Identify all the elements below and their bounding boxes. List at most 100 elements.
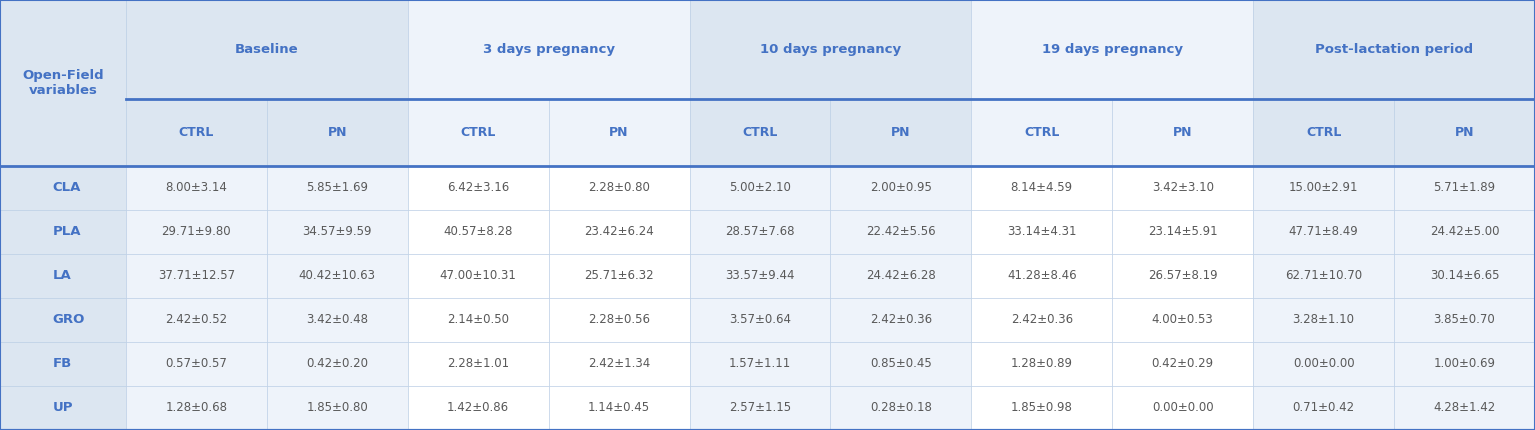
Bar — [1394, 209, 1535, 254]
Bar — [126, 166, 267, 210]
Text: Open-Field
variables: Open-Field variables — [21, 69, 104, 97]
Bar — [689, 298, 830, 342]
Text: CTRL: CTRL — [1024, 126, 1059, 139]
Bar — [830, 166, 972, 210]
Text: 1.28±0.89: 1.28±0.89 — [1012, 357, 1073, 370]
Text: 0.85±0.45: 0.85±0.45 — [870, 357, 932, 370]
Text: 3.42±0.48: 3.42±0.48 — [307, 313, 368, 326]
Bar — [1113, 99, 1253, 166]
Text: 0.57±0.57: 0.57±0.57 — [166, 357, 227, 370]
Bar — [1394, 99, 1535, 166]
Bar — [548, 166, 689, 210]
Bar — [408, 99, 548, 166]
Text: PN: PN — [892, 126, 910, 139]
Text: Baseline: Baseline — [235, 43, 299, 56]
Text: 40.42±10.63: 40.42±10.63 — [299, 269, 376, 282]
Bar — [972, 209, 1113, 254]
Bar — [126, 254, 267, 298]
Text: 3 days pregnancy: 3 days pregnancy — [482, 43, 614, 56]
Bar — [0, 0, 126, 166]
Text: 28.57±7.68: 28.57±7.68 — [725, 225, 795, 238]
Text: UP: UP — [52, 402, 74, 415]
Text: 4.00±0.53: 4.00±0.53 — [1151, 313, 1214, 326]
Text: PN: PN — [1455, 126, 1474, 139]
Text: 0.42±0.20: 0.42±0.20 — [307, 357, 368, 370]
Bar — [408, 254, 548, 298]
Bar — [1394, 166, 1535, 210]
Text: PN: PN — [327, 126, 347, 139]
Bar — [0, 386, 126, 430]
Text: 2.42±0.36: 2.42±0.36 — [1010, 313, 1073, 326]
Bar — [267, 342, 408, 386]
Text: 22.42±5.56: 22.42±5.56 — [866, 225, 936, 238]
Bar — [1253, 386, 1394, 430]
Text: FB: FB — [52, 357, 72, 370]
Text: 10 days pregnancy: 10 days pregnancy — [760, 43, 901, 56]
Text: 2.14±0.50: 2.14±0.50 — [447, 313, 510, 326]
Bar — [830, 342, 972, 386]
Bar — [267, 209, 408, 254]
Text: 47.71±8.49: 47.71±8.49 — [1289, 225, 1358, 238]
Text: 3.42±3.10: 3.42±3.10 — [1151, 181, 1214, 194]
Bar — [1113, 209, 1253, 254]
Text: 33.57±9.44: 33.57±9.44 — [725, 269, 795, 282]
Text: CTRL: CTRL — [743, 126, 778, 139]
Bar — [1394, 342, 1535, 386]
Text: 2.28±0.80: 2.28±0.80 — [588, 181, 649, 194]
Text: 2.42±1.34: 2.42±1.34 — [588, 357, 651, 370]
Text: CLA: CLA — [52, 181, 81, 194]
Bar — [830, 209, 972, 254]
Bar — [408, 166, 548, 210]
Bar — [972, 0, 1253, 99]
Text: 24.42±5.00: 24.42±5.00 — [1429, 225, 1500, 238]
Text: 0.00±0.00: 0.00±0.00 — [1292, 357, 1354, 370]
Text: 1.85±0.98: 1.85±0.98 — [1012, 402, 1073, 415]
Text: 4.28±1.42: 4.28±1.42 — [1434, 402, 1495, 415]
Text: 0.00±0.00: 0.00±0.00 — [1151, 402, 1214, 415]
Bar — [972, 166, 1113, 210]
Bar — [548, 298, 689, 342]
Bar — [830, 386, 972, 430]
Text: 23.42±6.24: 23.42±6.24 — [585, 225, 654, 238]
Text: 6.42±3.16: 6.42±3.16 — [447, 181, 510, 194]
Bar — [1113, 254, 1253, 298]
Text: 47.00±10.31: 47.00±10.31 — [439, 269, 517, 282]
Bar — [126, 209, 267, 254]
Bar — [126, 386, 267, 430]
Text: 29.71±9.80: 29.71±9.80 — [161, 225, 232, 238]
Text: 41.28±8.46: 41.28±8.46 — [1007, 269, 1076, 282]
Text: 2.28±0.56: 2.28±0.56 — [588, 313, 649, 326]
Bar — [0, 166, 126, 210]
Bar — [1253, 166, 1394, 210]
Text: 1.57±1.11: 1.57±1.11 — [729, 357, 791, 370]
Text: 62.71±10.70: 62.71±10.70 — [1285, 269, 1362, 282]
Text: CTRL: CTRL — [178, 126, 213, 139]
Bar — [0, 298, 126, 342]
Text: 1.42±0.86: 1.42±0.86 — [447, 402, 510, 415]
Text: 40.57±8.28: 40.57±8.28 — [444, 225, 513, 238]
Bar — [689, 386, 830, 430]
Text: 3.85±0.70: 3.85±0.70 — [1434, 313, 1495, 326]
Text: 0.42±0.29: 0.42±0.29 — [1151, 357, 1214, 370]
Bar — [1253, 0, 1535, 99]
Bar — [972, 254, 1113, 298]
Bar — [126, 99, 267, 166]
Bar — [267, 166, 408, 210]
Text: PLA: PLA — [52, 225, 81, 238]
Text: GRO: GRO — [52, 313, 86, 326]
Text: 2.42±0.36: 2.42±0.36 — [870, 313, 932, 326]
Text: 1.85±0.80: 1.85±0.80 — [307, 402, 368, 415]
Bar — [267, 386, 408, 430]
Text: 5.85±1.69: 5.85±1.69 — [307, 181, 368, 194]
Text: 37.71±12.57: 37.71±12.57 — [158, 269, 235, 282]
Bar — [689, 209, 830, 254]
Text: Post-lactation period: Post-lactation period — [1315, 43, 1474, 56]
Text: 2.57±1.15: 2.57±1.15 — [729, 402, 791, 415]
Text: 5.00±2.10: 5.00±2.10 — [729, 181, 791, 194]
Bar — [408, 342, 548, 386]
Text: LA: LA — [52, 269, 72, 282]
Bar — [1113, 342, 1253, 386]
Bar — [830, 99, 972, 166]
Bar — [1113, 386, 1253, 430]
Bar — [972, 342, 1113, 386]
